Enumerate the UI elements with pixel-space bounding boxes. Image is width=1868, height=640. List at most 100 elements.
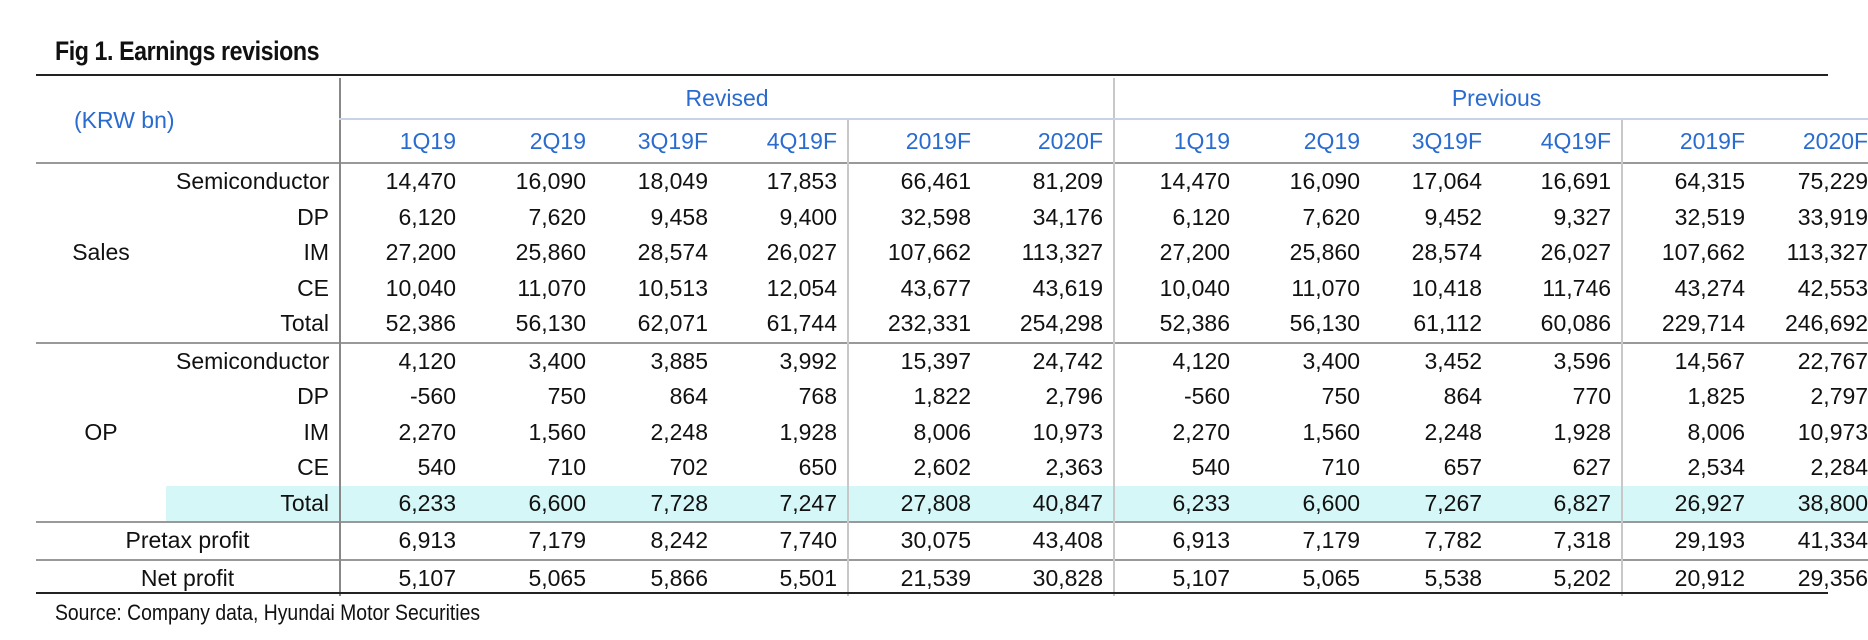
value-cell: 750 <box>547 383 587 410</box>
value-cell: 7,318 <box>1492 521 1623 560</box>
value-cell: 5,202 <box>1492 558 1623 596</box>
value-cell: 26,027 <box>1540 239 1612 266</box>
value-cell: 10,973 <box>1797 418 1868 445</box>
table-row: CE 540 710 702 650 2,602 2,363 540 710 657 627 2,53… <box>36 450 1868 486</box>
value-cell: 2,796 <box>1045 383 1104 410</box>
value-cell: 42,553 <box>1797 274 1868 301</box>
value-cell: 8,242 <box>596 521 719 560</box>
value-cell: 3,596 <box>1492 341 1623 379</box>
value-cell: 5,107 <box>339 558 467 596</box>
value-cell: 81,209 <box>981 162 1115 200</box>
value-cell: 61,744 <box>766 310 838 337</box>
value-cell: 2,363 <box>1045 454 1104 481</box>
group-header-previous: Previous <box>1113 78 1868 120</box>
table-row: DP 6,120 7,620 9,458 9,400 32,598 34,176 6,120 7… <box>36 199 1868 235</box>
row-label: DP <box>297 383 330 410</box>
value-cell: 28,574 <box>637 239 709 266</box>
value-cell: 27,200 <box>339 235 467 271</box>
value-cell: 11,746 <box>1542 274 1612 301</box>
value-cell: 61,112 <box>1413 310 1483 337</box>
value-cell: 5,065 <box>1240 558 1371 596</box>
value-cell: 3,992 <box>718 341 849 379</box>
value-cell: 710 <box>1321 454 1361 481</box>
period-header-previous: 3Q19F <box>1411 127 1483 154</box>
value-cell: 24,742 <box>981 341 1115 379</box>
value-cell: 10,513 <box>637 274 709 301</box>
value-cell: 38,800 <box>1755 485 1868 522</box>
value-cell: 5,107 <box>1113 558 1241 596</box>
value-cell: 66,461 <box>847 162 982 200</box>
table-row: Pretax profit 6,913 7,179 8,242 7,740 30,075 4… <box>36 521 1868 560</box>
value-cell: 21,539 <box>847 558 982 596</box>
value-cell: 1,560 <box>1302 418 1361 445</box>
value-cell: 2,797 <box>1810 383 1868 410</box>
value-cell: 6,233 <box>339 485 467 522</box>
value-cell: 20,912 <box>1621 558 1756 596</box>
value-cell: 864 <box>669 383 709 410</box>
header-row-periods: 1Q19 2Q19 3Q19F 4Q19F 2019F 2020F 1Q19 2Q19 3Q19… <box>36 119 1868 163</box>
value-cell: 540 <box>1113 450 1241 486</box>
period-header-revised: 4Q19F <box>766 127 838 154</box>
value-cell: 16,691 <box>1492 162 1623 200</box>
value-cell: 3,452 <box>1370 341 1493 379</box>
value-cell: 107,662 <box>847 235 982 271</box>
value-cell: 29,356 <box>1755 558 1868 596</box>
value-cell: 864 <box>1443 383 1483 410</box>
value-cell: 7,620 <box>1302 203 1361 230</box>
value-cell: 113,327 <box>1786 239 1868 266</box>
value-cell: 7,620 <box>528 203 587 230</box>
value-cell: 15,397 <box>847 341 982 379</box>
row-label: Total <box>280 310 330 337</box>
value-cell: 8,006 <box>1621 414 1756 450</box>
value-cell: 14,567 <box>1621 341 1756 379</box>
value-cell: 540 <box>339 450 467 486</box>
table-row: Total 6,233 6,600 7,728 7,247 27,808 40,847 6,2… <box>36 485 1868 522</box>
period-header-previous: 4Q19F <box>1540 127 1612 154</box>
value-cell: 28,574 <box>1411 239 1483 266</box>
value-cell: 107,662 <box>1621 235 1756 271</box>
value-cell: 11,070 <box>1291 274 1361 301</box>
value-cell: 43,677 <box>847 270 982 306</box>
value-cell: 32,598 <box>847 199 982 235</box>
period-header-revised: 1Q19 <box>339 119 467 163</box>
row-label: Total <box>166 485 341 522</box>
value-cell: 1,560 <box>528 418 587 445</box>
value-cell: 43,274 <box>1621 270 1756 306</box>
period-header-previous: 1Q19 <box>1113 119 1241 163</box>
value-cell: 75,229 <box>1755 162 1868 200</box>
value-cell: 1,822 <box>847 379 982 415</box>
bottom-rule <box>36 592 1828 594</box>
value-cell: 10,040 <box>339 270 467 306</box>
value-cell: 770 <box>1572 383 1612 410</box>
value-cell: 10,973 <box>1032 418 1104 445</box>
source-note: Source: Company data, Hyundai Motor Secu… <box>55 600 481 625</box>
value-cell: 9,400 <box>779 203 838 230</box>
row-label: Semiconductor <box>166 162 341 200</box>
value-cell: 22,767 <box>1755 341 1868 379</box>
value-cell: 30,828 <box>981 558 1115 596</box>
value-cell: 2,602 <box>847 450 982 486</box>
value-cell: 8,006 <box>847 414 982 450</box>
value-cell: 43,408 <box>981 521 1115 560</box>
table-row: DP -560 750 864 768 1,822 2,796 -560 750 864 770 1,… <box>36 379 1868 415</box>
period-header-previous: 2Q19 <box>1303 127 1361 154</box>
value-cell: 3,885 <box>596 341 719 379</box>
value-cell: 9,327 <box>1553 203 1612 230</box>
value-cell: 2,270 <box>339 414 467 450</box>
unit-label: (KRW bn) <box>74 106 175 133</box>
table-row: IM 2,270 1,560 2,248 1,928 8,006 10,973 2,270 1,… <box>36 414 1868 450</box>
value-cell: 5,065 <box>466 558 597 596</box>
period-header-previous: 2019F <box>1621 119 1756 163</box>
value-cell: 6,913 <box>1113 521 1241 560</box>
value-cell: 7,728 <box>596 485 719 522</box>
value-cell: 254,298 <box>1019 310 1104 337</box>
period-header-revised: 2019F <box>847 119 982 163</box>
value-cell: 7,782 <box>1370 521 1493 560</box>
value-cell: 6,233 <box>1113 485 1241 522</box>
value-cell: 9,452 <box>1424 203 1483 230</box>
figure-title: Fig 1. Earnings revisions <box>55 36 320 66</box>
value-cell: 5,501 <box>718 558 849 596</box>
value-cell: 657 <box>1443 454 1483 481</box>
value-cell: 60,086 <box>1540 310 1612 337</box>
row-label: IM <box>303 418 330 445</box>
